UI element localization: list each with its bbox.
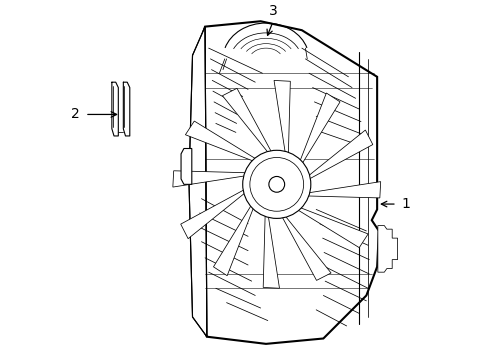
Polygon shape xyxy=(185,121,263,164)
Text: 2: 2 xyxy=(71,107,80,121)
Circle shape xyxy=(242,150,310,219)
Polygon shape xyxy=(181,186,251,239)
Polygon shape xyxy=(172,171,254,187)
Polygon shape xyxy=(222,88,275,159)
Polygon shape xyxy=(299,182,380,198)
Polygon shape xyxy=(278,209,330,280)
Polygon shape xyxy=(263,207,279,288)
Polygon shape xyxy=(181,149,191,184)
Polygon shape xyxy=(273,80,290,162)
Text: 1: 1 xyxy=(400,197,409,211)
Polygon shape xyxy=(213,198,256,276)
Circle shape xyxy=(249,157,303,211)
Polygon shape xyxy=(188,27,206,337)
Polygon shape xyxy=(296,93,339,171)
Text: 3: 3 xyxy=(268,4,277,18)
Polygon shape xyxy=(377,226,397,272)
Circle shape xyxy=(268,176,284,192)
Polygon shape xyxy=(301,130,372,183)
Polygon shape xyxy=(290,204,367,248)
Polygon shape xyxy=(192,21,378,344)
